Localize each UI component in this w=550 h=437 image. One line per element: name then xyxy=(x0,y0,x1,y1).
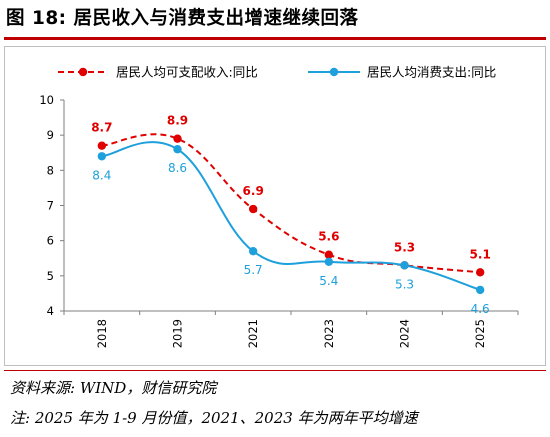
data-point xyxy=(173,134,182,143)
data-point xyxy=(475,268,485,277)
source-note: 资料来源: WIND，财信研究院 xyxy=(10,379,217,397)
x-tick-label: 2019 xyxy=(171,319,185,348)
data-label: 8.4 xyxy=(92,168,111,182)
data-point xyxy=(173,145,182,154)
data-point xyxy=(324,257,334,266)
legend-label: 居民人均消费支出:同比 xyxy=(367,65,496,80)
x-tick-label: 2025 xyxy=(473,319,487,348)
y-tick-label: 6 xyxy=(47,234,54,248)
y-tick-label: 7 xyxy=(47,199,54,213)
data-label: 5.1 xyxy=(470,247,491,261)
x-tick-label: 2021 xyxy=(246,319,260,348)
y-tick-label: 9 xyxy=(47,128,54,142)
data-label: 8.6 xyxy=(168,161,187,175)
data-label: 5.7 xyxy=(244,263,263,277)
series-line-income xyxy=(101,133,481,274)
x-tick-label: 2024 xyxy=(398,319,412,348)
x-tick-label: 2023 xyxy=(322,319,336,348)
y-tick-label: 10 xyxy=(39,93,54,107)
legend-marker xyxy=(78,67,88,77)
data-point xyxy=(97,141,107,150)
legend-marker xyxy=(329,67,339,77)
data-point xyxy=(248,204,258,214)
data-label: 8.9 xyxy=(167,114,188,128)
footer-rule xyxy=(4,370,546,371)
data-label: 5.6 xyxy=(318,230,339,244)
data-point xyxy=(400,261,409,270)
figure-title: 图 18: 居民收入与消费支出增速继续回落 xyxy=(6,8,359,29)
data-point xyxy=(97,152,107,161)
footnote: 注: 2025 年为 1-9 月份值，2021、2023 年为两年平均增速 xyxy=(10,409,418,427)
data-point xyxy=(324,250,334,259)
chart-frame xyxy=(4,46,546,366)
title-rule xyxy=(4,37,546,40)
data-label: 5.3 xyxy=(395,277,414,291)
x-tick-label: 2018 xyxy=(95,319,109,348)
y-tick-label: 4 xyxy=(47,304,54,318)
data-point xyxy=(475,285,485,295)
series-line-consumption xyxy=(101,141,481,291)
line-chart: 4 5 6 7 8 9 10 2018 2019 2021 2023 2024 2025 8.7 8.9 6.… xyxy=(39,65,519,348)
y-tick-label: 8 xyxy=(47,163,54,177)
y-tick-label: 5 xyxy=(47,269,54,283)
data-label: 5.4 xyxy=(319,274,338,288)
data-label: 8.7 xyxy=(91,121,112,135)
data-label: 4.6 xyxy=(471,302,490,316)
data-point xyxy=(248,247,258,256)
data-label: 6.9 xyxy=(243,184,264,198)
legend-label: 居民人均可支配收入:同比 xyxy=(116,65,258,80)
data-label: 5.3 xyxy=(394,240,415,254)
